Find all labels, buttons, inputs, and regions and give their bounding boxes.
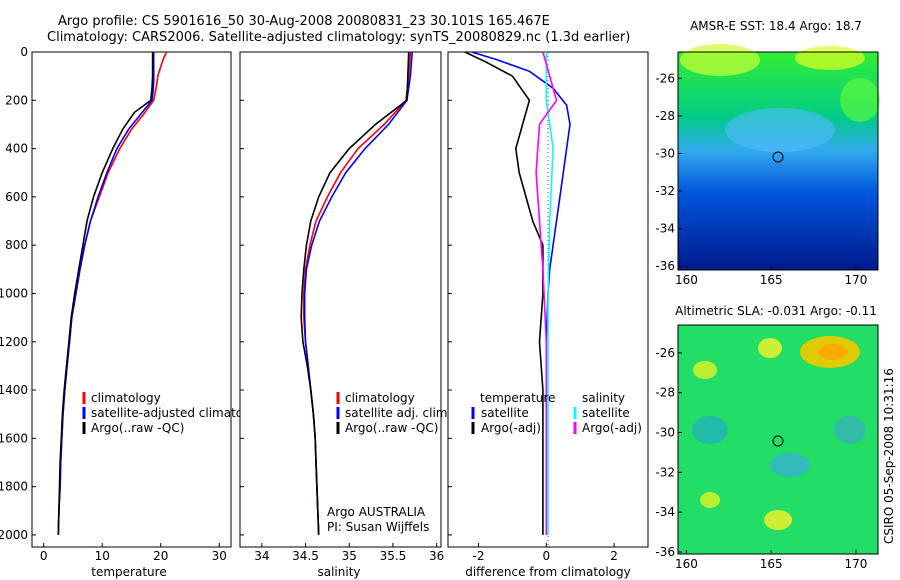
salinity-legend: climatology satellite adj. clim. Argo(..… [336, 391, 451, 435]
difference-panel: -2 0 2 difference from climatology tempera… [447, 51, 649, 579]
sla-high-patch [693, 361, 717, 379]
map-y-tick-label: -32 [655, 465, 675, 479]
map-y-tick-label: -34 [655, 222, 675, 236]
figure-title-line2: Climatology: CARS2006. Satellite-adjuste… [47, 30, 631, 45]
sst-cool-patch [725, 108, 835, 152]
sla-low-patch [692, 416, 728, 444]
y-tick-label: 200 [5, 93, 28, 107]
y-tick-label: 800 [5, 238, 28, 252]
y-tick-label: 400 [5, 142, 28, 156]
difference-legend: temperature satellite Argo(-adj) salinit… [471, 391, 642, 435]
salinity-panel: 34 34.5 35 35.5 36 salinity climatology sate… [239, 51, 451, 579]
pi-annotation: PI: Susan Wijffels [327, 520, 429, 534]
legend-label-climatology: climatology [91, 391, 161, 405]
map-y-tick-label: -36 [655, 259, 675, 273]
x-tick-label: 34.5 [292, 549, 319, 563]
sla-low-patch [770, 453, 810, 477]
legend-label-sal-satellite: satellite [582, 406, 630, 420]
sla-map-panel: Altimetric SLA: -0.031 Argo: -0.11 160 16… [655, 304, 879, 571]
map-y-tick-label: -34 [655, 505, 675, 519]
map-y-tick-label: -36 [655, 545, 675, 559]
legend-label-temp-satellite: satellite [481, 406, 529, 420]
x-tick-label: 30 [212, 549, 227, 563]
sla-map-frame [677, 324, 879, 555]
salinity-axes-frame [239, 51, 442, 548]
legend-label-argo: Argo(..raw -QC) [345, 421, 438, 435]
series-line-temperature-argo-adj- [464, 51, 544, 535]
map-y-tick-label: -30 [655, 146, 675, 160]
map-y-tick-label: -26 [655, 71, 675, 85]
legend-label-argo: Argo(..raw -QC) [91, 421, 184, 435]
map-y-tick-label: -32 [655, 184, 675, 198]
sla-high-patch [764, 510, 792, 530]
sst-map-panel: AMSR-E SST: 18.4 Argo: 18.7 160 165 170 -26… [655, 19, 880, 287]
legend-label-satellite: satellite adj. clim. [345, 406, 451, 420]
x-tick-label: 0 [542, 549, 550, 563]
x-tick-label: 34 [254, 549, 269, 563]
figure-title-line1: Argo profile: CS 5901616_50 30-Aug-2008 … [58, 14, 550, 29]
legend-label-climatology: climatology [345, 391, 415, 405]
sst-warm-patch [840, 78, 880, 122]
series-line-salinity-argo-adj- [535, 51, 558, 535]
sst-warm-patch [795, 46, 865, 70]
map-x-tick-label: 160 [675, 273, 698, 287]
map-y-tick-label: -26 [655, 346, 675, 360]
y-tick-label: 1000 [0, 286, 28, 300]
y-tick-label: 0 [20, 45, 28, 59]
map-x-tick-label: 170 [845, 557, 868, 571]
sla-high-patch [700, 492, 720, 508]
series-line-argo-raw-qc- [57, 52, 154, 535]
series-line-salinity-satellite [545, 52, 554, 535]
series-line-argo-raw-qc- [300, 51, 410, 535]
sst-map-title: AMSR-E SST: 18.4 Argo: 18.7 [690, 19, 862, 33]
legend-label-satellite: satellite-adjusted climatology [91, 406, 269, 420]
salinity-xlabel: salinity [317, 565, 360, 579]
side-credit-label: CSIRO 05-Sep-2008 10:31:16 [882, 368, 896, 544]
x-tick-label: 2 [610, 549, 618, 563]
map-x-tick-label: 160 [675, 557, 698, 571]
argo-location-marker [772, 435, 784, 447]
y-tick-label: 1800 [0, 480, 28, 494]
x-tick-label: 35.5 [380, 549, 407, 563]
y-tick-label: 600 [5, 190, 28, 204]
temperature-panel: 0 10 20 30 0 200 400 600 800 1000 1200 1400 1600 180… [0, 45, 269, 579]
y-tick-label: 1600 [0, 431, 28, 445]
temperature-axes-frame [31, 51, 232, 548]
sla-high-core [818, 344, 848, 360]
legend-title-salinity: salinity [582, 391, 625, 405]
sla-map-title: Altimetric SLA: -0.031 Argo: -0.11 [675, 304, 877, 318]
difference-xlabel: difference from climatology [465, 565, 631, 579]
x-tick-label: 36 [429, 549, 444, 563]
temperature-legend: climatology satellite-adjusted climatolo… [82, 391, 269, 435]
sla-low-patch [834, 416, 866, 444]
map-x-tick-label: 170 [845, 273, 868, 287]
legend-label-sal-argo: Argo(-adj) [582, 421, 642, 435]
x-tick-label: 20 [153, 549, 168, 563]
series-line-temperature-satellite [471, 51, 571, 535]
argo-australia-annotation: Argo AUSTRALIA [327, 505, 426, 519]
map-x-tick-label: 165 [760, 557, 783, 571]
sst-warm-patch [680, 44, 760, 76]
x-tick-label: -2 [473, 549, 485, 563]
legend-title-temperature: temperature [480, 391, 555, 405]
argo-location-marker [772, 151, 784, 163]
sla-high-patch [758, 338, 782, 358]
sst-map-frame [677, 51, 879, 271]
x-tick-label: 10 [95, 549, 110, 563]
map-y-tick-label: -28 [655, 386, 675, 400]
x-tick-label: 0 [40, 549, 48, 563]
legend-label-temp-argo: Argo(-adj) [481, 421, 541, 435]
map-y-tick-label: -28 [655, 109, 675, 123]
y-tick-label: 2000 [0, 528, 28, 542]
x-tick-label: 35 [342, 549, 357, 563]
temperature-xlabel: temperature [91, 565, 166, 579]
y-tick-label: 1400 [0, 383, 28, 397]
y-tick-label: 1200 [0, 335, 28, 349]
map-x-tick-label: 165 [760, 273, 783, 287]
map-y-tick-label: -30 [655, 426, 675, 440]
